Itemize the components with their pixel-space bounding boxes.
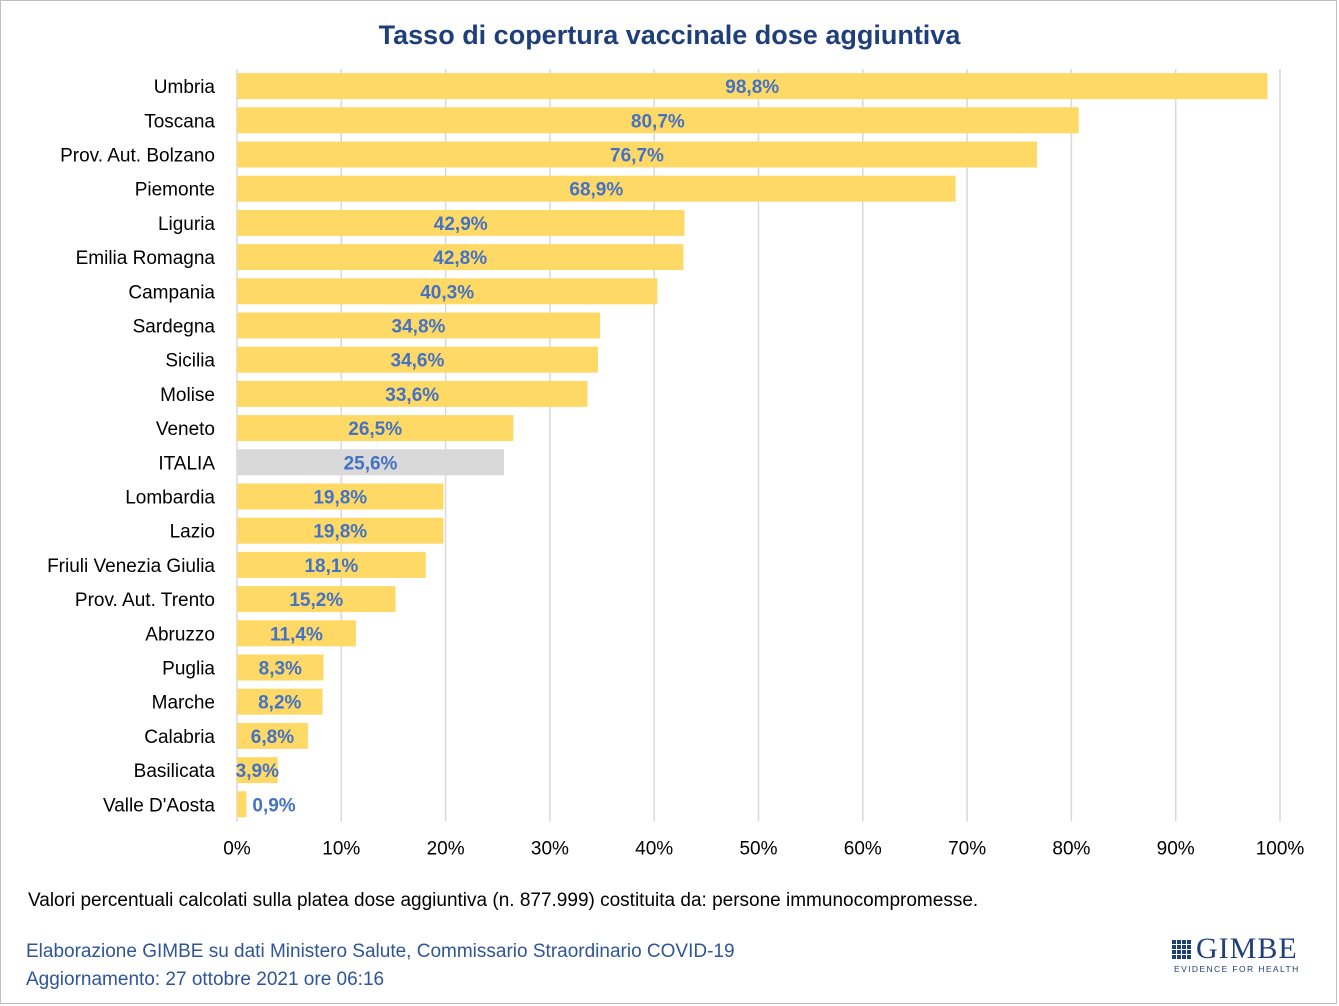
bar <box>237 517 444 544</box>
bar <box>237 244 684 271</box>
gimbe-logo: GIMBE EVIDENCE FOR HEALTH <box>1170 932 1312 976</box>
data-label: 3,9% <box>236 761 279 782</box>
bar <box>237 73 1268 100</box>
footnote: Valori percentuali calcolati sulla plate… <box>28 890 979 911</box>
bar <box>237 620 356 647</box>
x-tick-label: 60% <box>844 838 882 859</box>
x-tick-label: 80% <box>1052 838 1090 859</box>
data-label: 19,8% <box>313 488 367 509</box>
x-tick-label: 0% <box>223 838 251 859</box>
bar <box>237 449 505 476</box>
bar <box>237 415 514 442</box>
data-label: 34,8% <box>392 317 446 338</box>
x-tick-label: 30% <box>531 838 569 859</box>
bar <box>237 791 247 818</box>
bar <box>237 688 323 715</box>
bar <box>237 654 324 681</box>
logo-grid-icon <box>1172 940 1191 959</box>
category-label: Friuli Venezia Giulia <box>47 556 215 577</box>
category-label: Puglia <box>162 659 215 680</box>
logo-name: GIMBE <box>1196 932 1298 965</box>
bar <box>237 175 956 202</box>
source-block: Elaborazione GIMBE su dati Ministero Sal… <box>26 938 735 994</box>
data-label: 33,6% <box>385 385 439 406</box>
category-label: Molise <box>160 385 215 406</box>
category-label: Umbria <box>154 77 216 98</box>
data-label: 0,9% <box>252 795 295 816</box>
x-tick-label: 70% <box>948 838 986 859</box>
source-line: Elaborazione GIMBE su dati Ministero Sal… <box>26 941 735 962</box>
x-tick-label: 100% <box>1256 838 1305 859</box>
data-label: 18,1% <box>304 556 358 577</box>
bar <box>237 107 1079 134</box>
bar <box>237 346 598 373</box>
bar <box>237 278 658 305</box>
bar <box>237 586 396 613</box>
data-label: 8,3% <box>259 659 302 680</box>
category-label: Valle D'Aosta <box>103 795 215 816</box>
data-label: 34,6% <box>391 351 445 372</box>
data-label: 19,8% <box>313 522 367 543</box>
category-label: Liguria <box>158 214 215 235</box>
category-label: Sicilia <box>165 351 215 372</box>
x-tick-label: 40% <box>635 838 673 859</box>
bar <box>237 551 426 578</box>
category-label: Marche <box>152 693 215 714</box>
data-label: 80,7% <box>631 111 685 132</box>
data-label: 98,8% <box>725 77 779 98</box>
data-label: 68,9% <box>569 180 623 201</box>
bar <box>237 312 600 339</box>
bar <box>237 483 444 510</box>
bar <box>237 141 1037 168</box>
bar <box>237 757 278 784</box>
category-label: Prov. Aut. Trento <box>75 590 215 611</box>
data-label: 42,9% <box>434 214 488 235</box>
logo-tagline: EVIDENCE FOR HEALTH <box>1174 964 1300 974</box>
category-label: Lazio <box>170 522 215 543</box>
x-tick-label: 90% <box>1157 838 1195 859</box>
category-label: Campania <box>128 282 215 303</box>
update-line: Aggiornamento: 27 ottobre 2021 ore 06:16 <box>26 969 385 990</box>
data-label: 15,2% <box>289 590 343 611</box>
category-label: Toscana <box>144 111 215 132</box>
category-label: ITALIA <box>158 453 215 474</box>
category-label: Emilia Romagna <box>76 248 216 269</box>
category-label: Basilicata <box>134 761 216 782</box>
data-label: 42,8% <box>433 248 487 269</box>
x-tick-label: 10% <box>322 838 360 859</box>
data-label: 26,5% <box>348 419 402 440</box>
category-label: Piemonte <box>135 180 215 201</box>
category-label: Calabria <box>144 727 215 748</box>
data-label: 25,6% <box>344 453 398 474</box>
category-label: Veneto <box>156 419 215 440</box>
data-label: 76,7% <box>610 146 664 167</box>
x-tick-label: 50% <box>739 838 777 859</box>
category-label: Abruzzo <box>145 624 215 645</box>
category-label: Lombardia <box>125 488 215 509</box>
data-label: 8,2% <box>258 693 301 714</box>
data-label: 40,3% <box>420 282 474 303</box>
data-label: 6,8% <box>251 727 294 748</box>
category-label: Prov. Aut. Bolzano <box>60 146 215 167</box>
bar <box>237 380 588 407</box>
bar <box>237 722 308 749</box>
chart-title: Tasso di copertura vaccinale dose aggiun… <box>378 20 961 50</box>
data-label: 11,4% <box>270 624 323 645</box>
category-label: Sardegna <box>133 317 216 338</box>
x-tick-label: 20% <box>427 838 465 859</box>
bar-chart: 0% 10% 20% 30% 40% 50% 60% 70% 80% 90% 100% Umbria 9… <box>47 69 1305 859</box>
bar <box>237 209 685 236</box>
